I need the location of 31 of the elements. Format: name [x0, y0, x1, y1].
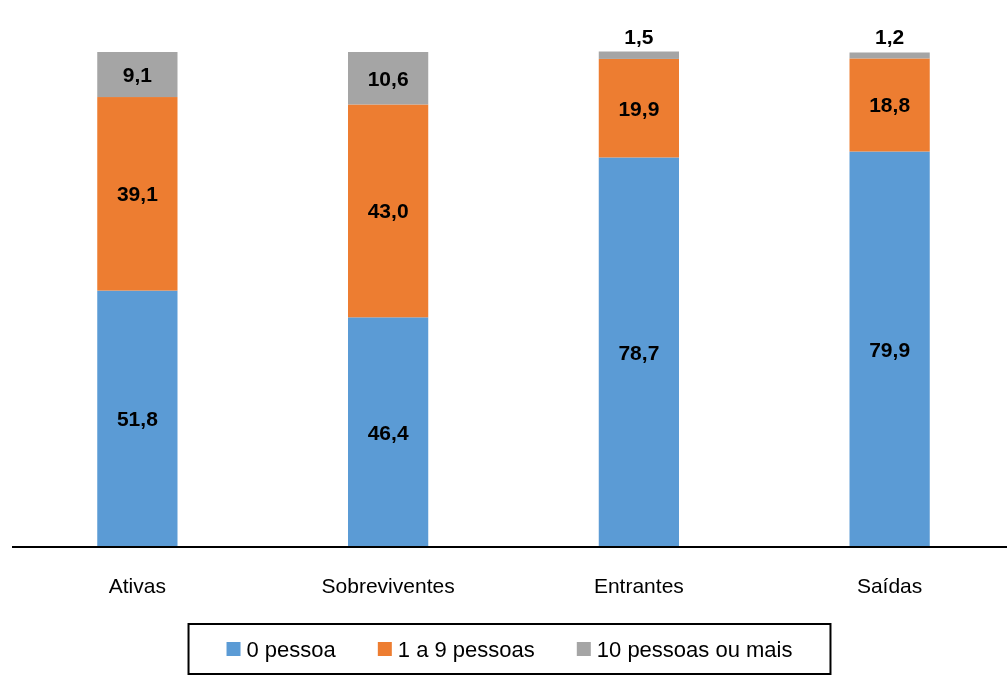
x-tick-label: Saídas: [856, 574, 923, 597]
x-tick-label: Entrantes: [593, 574, 684, 597]
legend-label: 10 pessoas ou mais: [596, 636, 793, 662]
bar: [849, 151, 930, 547]
data-label: 1,2: [875, 25, 905, 49]
bar: [97, 97, 178, 291]
data-label: 46,4: [367, 420, 409, 444]
bar: [348, 52, 429, 105]
bar: [348, 104, 429, 318]
bar: [849, 52, 930, 59]
data-label: 18,8: [869, 93, 911, 117]
x-tick-label: Ativas: [108, 574, 166, 597]
data-label: 78,7: [618, 340, 660, 364]
data-label: 51,8: [116, 407, 159, 431]
bar: [348, 317, 429, 547]
bar: [598, 157, 679, 547]
bar: [97, 52, 178, 98]
data-label: 19,9: [618, 96, 660, 120]
data-label: 43,0: [367, 199, 409, 223]
bar: [849, 58, 930, 152]
bar: [97, 290, 178, 547]
x-tick-label: Sobreviventes: [321, 574, 455, 597]
bar: [598, 58, 679, 158]
legend-label: 0 pessoa: [246, 636, 337, 662]
data-label: 39,1: [116, 182, 159, 206]
data-label: 79,9: [869, 337, 911, 361]
data-label: 10,6: [367, 66, 409, 90]
legend-label: 1 a 9 pessoas: [397, 636, 535, 662]
bar: [598, 51, 679, 59]
data-label: 9,1: [122, 62, 153, 86]
data-label: 1,5: [624, 24, 654, 48]
